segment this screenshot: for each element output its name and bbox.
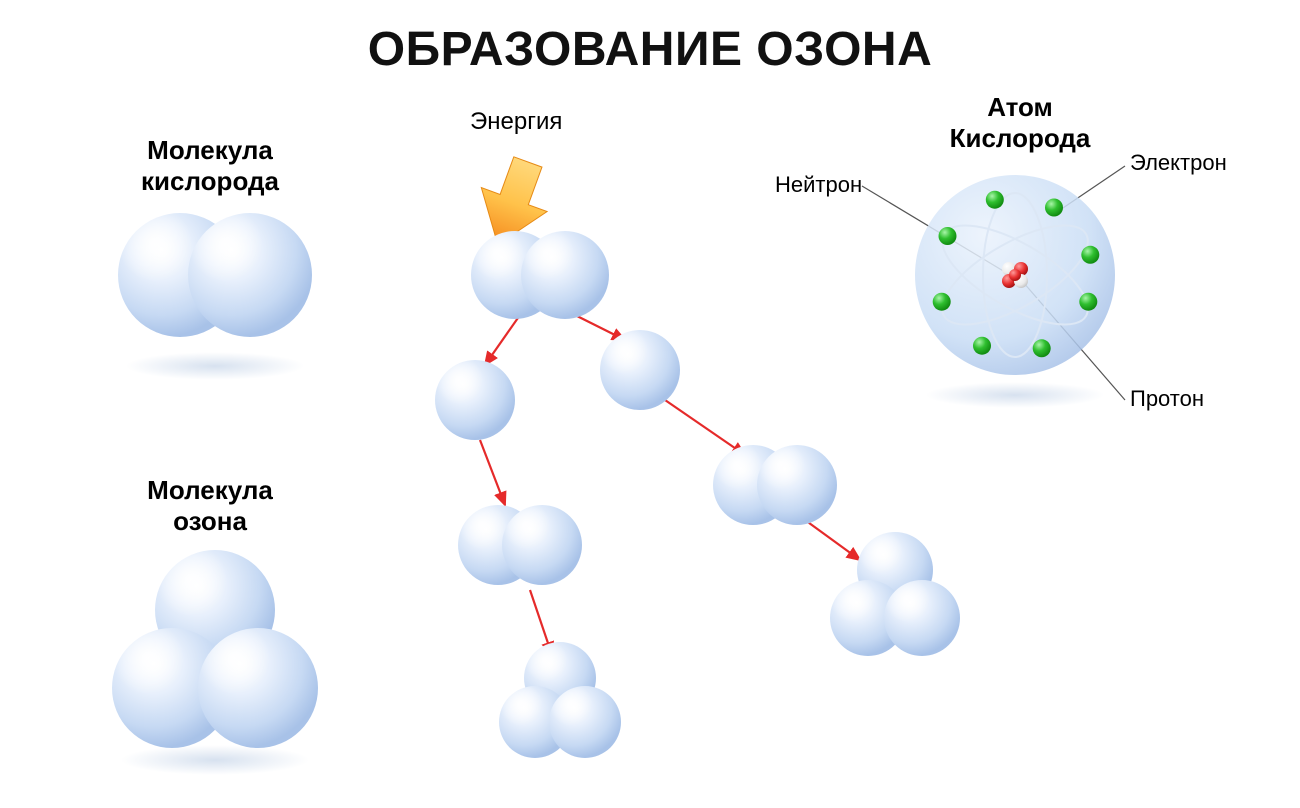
oxygen-molecule-icon — [118, 213, 312, 337]
reaction-o3-icon — [830, 532, 960, 656]
electron-icon — [1033, 339, 1051, 357]
electron-icon — [1079, 293, 1097, 311]
reaction-o2-icon — [471, 231, 609, 319]
electron-icon — [939, 227, 957, 245]
electron-icon — [933, 293, 951, 311]
nucleus — [1002, 262, 1028, 288]
reaction-o3-icon — [499, 642, 621, 758]
oxygen-atom-diagram — [915, 175, 1115, 375]
electron-icon — [986, 191, 1004, 209]
single-atom-icon — [435, 360, 515, 440]
electron-icon — [1045, 199, 1063, 217]
single-atom-icon — [600, 330, 680, 410]
ozone-molecule-icon — [112, 550, 318, 748]
diagram-stage — [0, 0, 1300, 808]
electron-icon — [1081, 246, 1099, 264]
reaction-o2-icon — [713, 445, 837, 525]
electron-icon — [973, 337, 991, 355]
reaction-o2-icon — [458, 505, 582, 585]
